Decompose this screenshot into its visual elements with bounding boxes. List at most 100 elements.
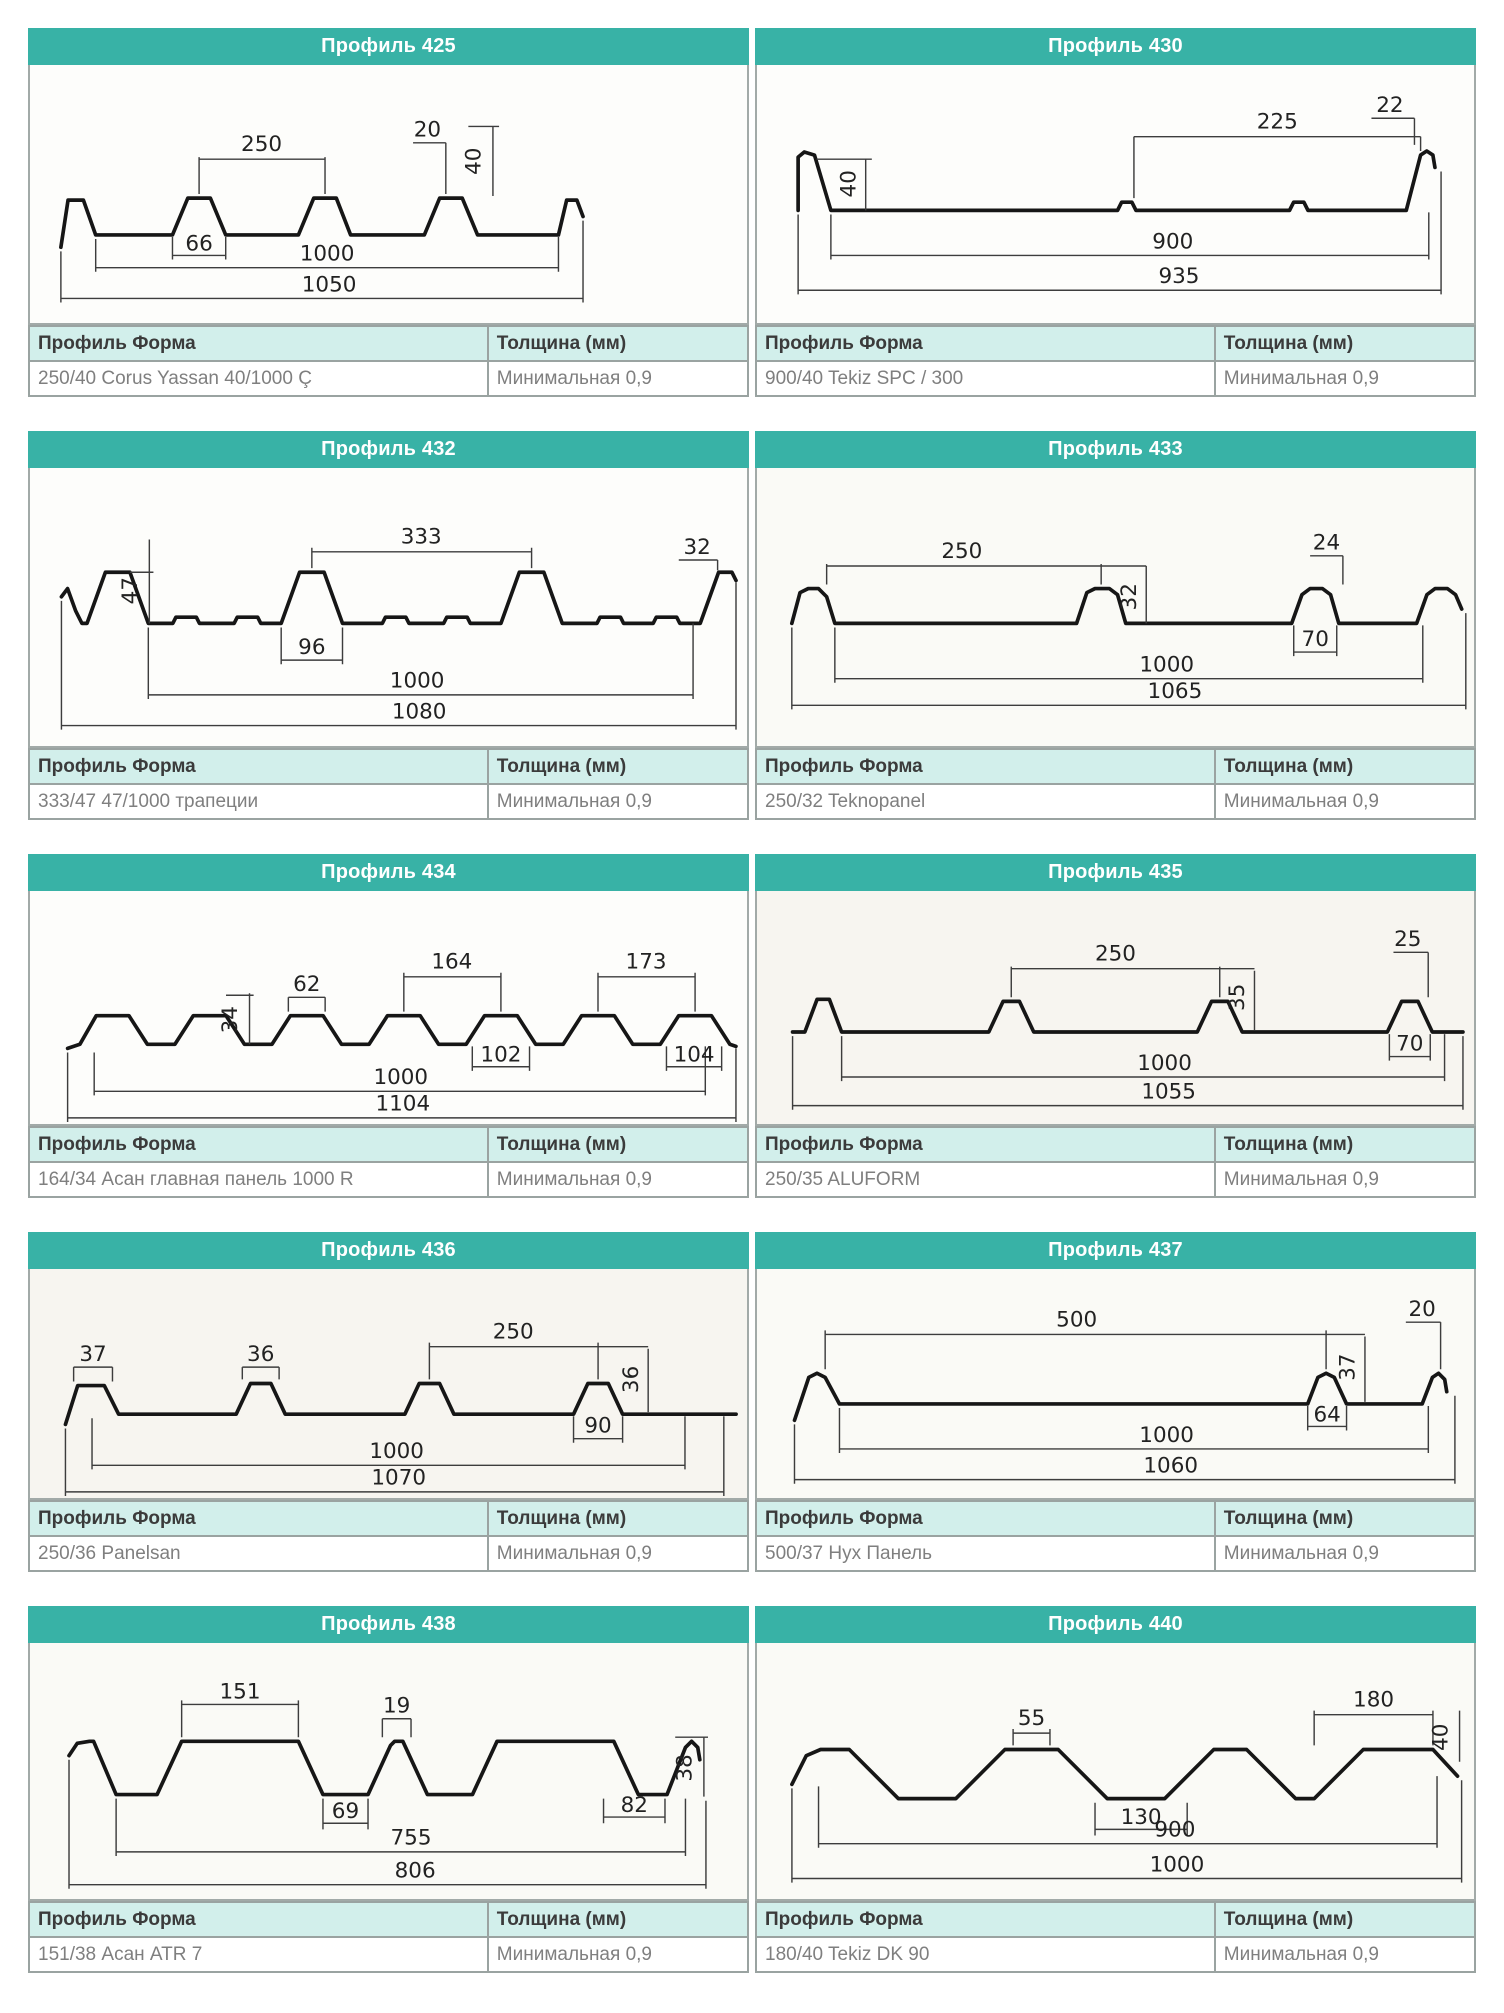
profile-card-title: Профиль 435 [1048,861,1183,883]
profile-sheet-path [790,997,1465,1034]
dimension-lines [791,1710,1463,1883]
dimension-label: 102 [480,1043,521,1068]
profile-row-1: Профиль 425 250 66 20 40 1000 1050 Профи… [28,28,1477,397]
dimension-label: 40 [462,148,487,175]
profile-diagram: 250 32 24 70 1000 1065 [755,468,1476,748]
thickness-value-cell: Минимальная 0,9 [1213,1161,1477,1198]
dimension-label: 130 [1121,1805,1162,1830]
dimension-lines [793,1321,1456,1484]
dimension-label: 1065 [1148,679,1203,704]
profile-sheet-path [792,1371,1449,1423]
dimension-label: 35 [1225,984,1250,1011]
profile-form-header: Профиль Форма [28,1500,489,1537]
dimension-lines [791,555,1467,710]
dimension-lines [68,1700,708,1889]
profile-name-cell: 250/32 Teknopanel [755,783,1216,820]
dimension-label: 96 [298,635,325,660]
profile-diagram: 250 66 20 40 1000 1050 [28,65,749,325]
dimension-label: 250 [1095,941,1136,966]
profile-name-cell: 500/37 Нух Панель [755,1535,1216,1572]
profile-card-432: Профиль 432 47 333 32 96 1000 1080 Профи… [28,431,750,820]
profile-card-header: Профиль 435 [755,854,1476,891]
dimension-label: 40 [836,170,861,197]
dimension-label: 36 [619,1366,644,1393]
thickness-header: Толщина (мм) [1213,748,1477,785]
profile-sheet-path [65,1013,738,1051]
profile-spec-table: Профиль Форма Толщина (мм) 151/38 Асан A… [28,1901,750,1973]
thickness-header: Толщина (мм) [486,748,750,785]
profile-card-title: Профиль 425 [321,35,456,57]
profile-card-438: Профиль 438 151 19 38 69 82 755 806 Проф… [28,1606,750,1973]
dimension-label: 1000 [300,242,355,267]
dimension-label: 1060 [1143,1453,1198,1478]
profile-drawing-437: 500 37 64 20 1000 1060 [792,1297,1456,1484]
dimension-label: 22 [1376,93,1403,118]
dimension-label: 164 [431,950,472,975]
profile-name-cell: 250/40 Corus Yassan 40/1000 Ç [28,360,489,397]
dimension-label: 19 [383,1694,410,1719]
dimension-label: 1104 [376,1092,431,1117]
profile-drawing-433: 250 32 24 70 1000 1065 [789,531,1467,710]
profile-drawing-440: 55 180 40 130 900 1000 [790,1687,1463,1883]
dimension-label: 55 [1018,1706,1045,1731]
profile-card-header: Профиль 440 [755,1606,1476,1643]
dimension-label: 40 [1428,1724,1453,1751]
profile-card-437: Профиль 437 500 37 64 20 1000 1060 Профи… [755,1232,1477,1572]
profile-drawing-438: 151 19 38 69 82 755 806 [67,1679,708,1889]
profile-card-title: Профиль 436 [321,1239,456,1261]
dimension-label: 1050 [302,272,357,297]
profile-card-header: Профиль 433 [755,431,1476,468]
profile-card-header: Профиль 425 [28,28,749,65]
dimension-label: 66 [185,231,212,256]
dimension-label: 173 [626,950,667,975]
profile-sheet-path [790,1747,1460,1801]
profile-drawing-435: 250 35 25 70 1000 1055 [790,927,1465,1110]
dimension-label: 1000 [390,669,445,694]
dimension-label: 250 [241,132,282,157]
dimension-label: 500 [1056,1307,1097,1332]
profile-diagram: 34 62 164 102 173 104 1000 1104 [28,891,749,1126]
dimension-lines [60,125,584,303]
thickness-value-cell: Минимальная 0,9 [486,1936,750,1973]
dimension-label: 333 [401,525,442,550]
profile-form-header: Профиль Форма [755,325,1216,362]
dimension-label: 20 [1409,1297,1436,1322]
dimension-label: 1000 [1137,1051,1192,1076]
thickness-header: Толщина (мм) [1213,1500,1477,1537]
dimension-label: 1000 [369,1439,424,1464]
dimension-label: 104 [674,1043,715,1068]
profile-spec-table: Профиль Форма Толщина (мм) 250/40 Corus … [28,325,750,397]
dimension-label: 90 [584,1414,611,1439]
dimension-label: 32 [684,535,711,560]
dimension-label: 37 [1336,1353,1361,1380]
dimension-label: 1070 [371,1466,426,1491]
profile-card-title: Профиль 438 [321,1613,456,1635]
profile-card-430: Профиль 430 40 225 22 900 935 Профиль Фо… [755,28,1477,397]
profile-row-3: Профиль 434 34 62 164 102 173 104 1000 1… [28,854,1477,1198]
profile-card-433: Профиль 433 250 32 24 70 1000 1065 Профи… [755,431,1477,820]
profile-card-header: Профиль 432 [28,431,749,468]
profile-card-440: Профиль 440 55 180 40 130 900 1000 Профи… [755,1606,1477,1973]
dimension-label: 62 [293,972,320,997]
dimension-label: 36 [247,1342,274,1367]
profile-drawing-436: 37 36 250 36 90 1000 1070 [63,1320,738,1496]
dimension-label: 70 [1396,1031,1423,1056]
profile-card-header: Профиль 434 [28,854,749,891]
thickness-header: Толщина (мм) [486,1126,750,1163]
profile-name-cell: 250/35 ALUFORM [755,1161,1216,1198]
thickness-header: Толщина (мм) [1213,1901,1477,1938]
dimension-label: 34 [218,1006,243,1033]
dimension-label: 225 [1257,109,1298,134]
profile-spec-table: Профиль Форма Толщина (мм) 900/40 Tekiz … [755,325,1477,397]
dimension-label: 20 [414,118,441,143]
profile-drawing-432: 47 333 32 96 1000 1080 [59,525,738,730]
profile-name-cell: 151/38 Асан ATR 7 [28,1936,489,1973]
profile-card-header: Профиль 436 [28,1232,749,1269]
dimension-label: 1055 [1141,1079,1196,1104]
profile-card-title: Профиль 440 [1048,1613,1183,1635]
profile-sheet-path [796,149,1437,213]
dimension-label: 37 [79,1342,106,1367]
profile-form-header: Профиль Форма [755,748,1216,785]
profile-form-header: Профиль Форма [755,1901,1216,1938]
